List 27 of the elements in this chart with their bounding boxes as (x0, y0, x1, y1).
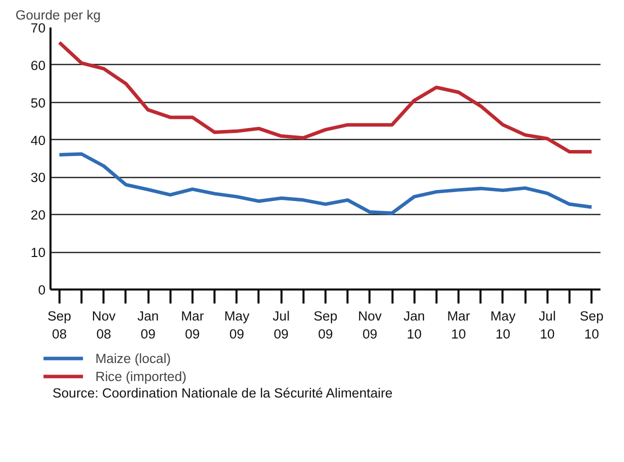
legend-label: Maize (local) (95, 350, 171, 366)
x-tick-label: Mar 09 (180, 308, 204, 342)
x-tick-label: Nov 09 (358, 308, 382, 342)
x-tick-label: Jul 10 (538, 308, 556, 342)
x-tick-label: Jan 10 (403, 308, 425, 342)
y-tick-label: 30 (30, 170, 46, 186)
y-tick-label: 70 (30, 20, 46, 36)
y-tick-label: 0 (38, 282, 46, 298)
line-series (58, 152, 594, 215)
x-tick-label: Mar 10 (447, 308, 471, 342)
x-tick-label: Nov 08 (92, 308, 116, 342)
line-series (58, 40, 594, 154)
y-tick-label: 50 (30, 95, 46, 110)
x-tick-label: Jan 09 (137, 308, 159, 342)
y-tick-label: 40 (30, 132, 46, 148)
x-tick-label: May 09 (224, 308, 250, 342)
x-tick-label: Jul 09 (272, 308, 290, 342)
y-axis-title: Gourde per kg (16, 8, 101, 22)
y-tick-label: 20 (30, 208, 46, 223)
x-tick-label: Sep 09 (314, 308, 338, 342)
source-note: Source: Coordination Nationale de la Sécurité Alimentaire (52, 386, 393, 400)
y-tick-label: 60 (30, 58, 46, 73)
y-tick-label: 10 (30, 245, 46, 260)
x-tick-label: May 10 (490, 308, 516, 342)
legend-label: Rice (imported) (95, 368, 186, 384)
x-tick-label: Sep 08 (48, 308, 72, 342)
x-tick-label: Sep 10 (580, 308, 604, 342)
